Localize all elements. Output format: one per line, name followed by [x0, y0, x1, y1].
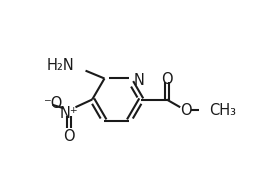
Text: N: N [133, 73, 144, 88]
Text: O: O [64, 129, 75, 144]
Text: N⁺: N⁺ [60, 106, 79, 121]
Text: H₂N: H₂N [47, 58, 75, 73]
Text: CH₃: CH₃ [209, 103, 236, 117]
Text: ⁻O: ⁻O [43, 96, 62, 111]
Text: O: O [180, 103, 192, 117]
Text: O: O [161, 72, 173, 87]
